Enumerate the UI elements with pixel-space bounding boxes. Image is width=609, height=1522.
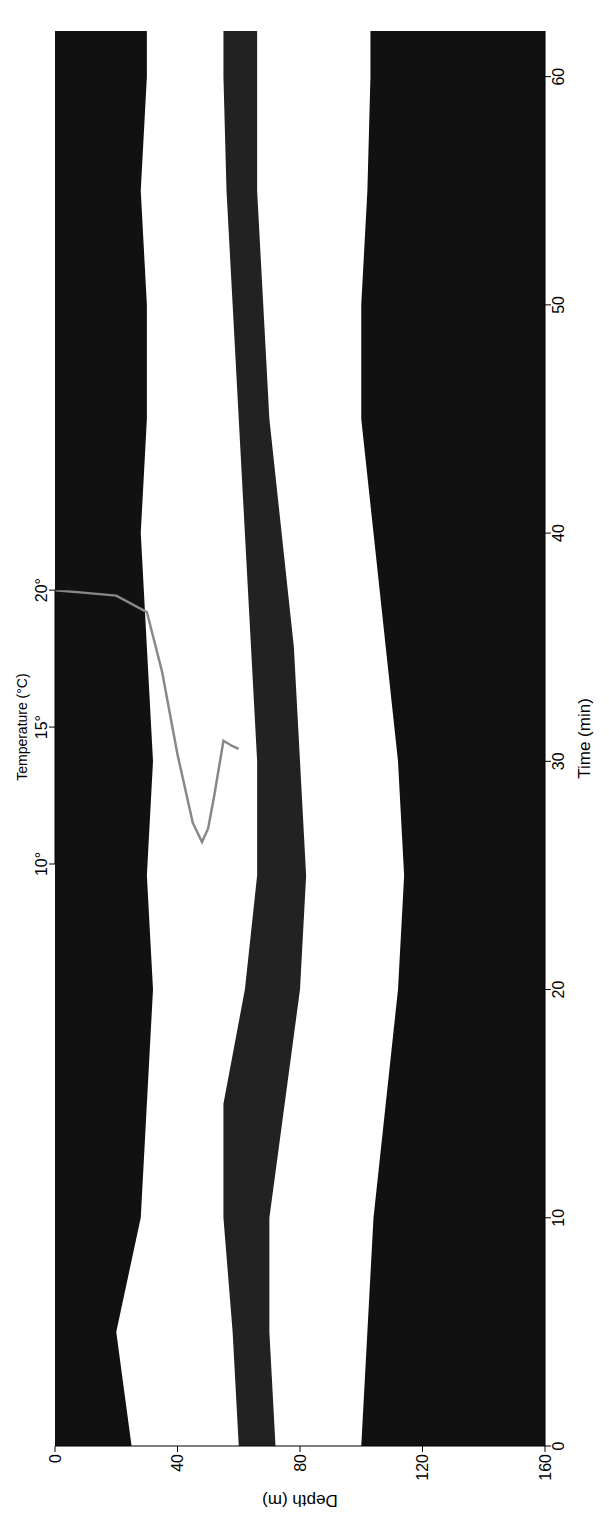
svg-text:Time (min): Time (min) bbox=[575, 698, 594, 779]
svg-text:120: 120 bbox=[414, 1454, 431, 1481]
svg-text:10: 10 bbox=[550, 1209, 567, 1227]
svg-text:40: 40 bbox=[550, 524, 567, 542]
svg-text:10°: 10° bbox=[33, 852, 50, 876]
svg-text:20°: 20° bbox=[33, 578, 50, 602]
svg-text:60: 60 bbox=[550, 68, 567, 86]
svg-text:0: 0 bbox=[550, 1441, 567, 1450]
svg-text:50: 50 bbox=[550, 296, 567, 314]
svg-text:Temperature (°C): Temperature (°C) bbox=[14, 673, 30, 780]
svg-text:20: 20 bbox=[550, 981, 567, 999]
svg-text:30: 30 bbox=[550, 752, 567, 770]
svg-text:40: 40 bbox=[169, 1454, 186, 1472]
svg-text:0: 0 bbox=[47, 1454, 64, 1463]
svg-text:160: 160 bbox=[537, 1454, 554, 1481]
svg-text:80: 80 bbox=[292, 1454, 309, 1472]
svg-text:Depth (m): Depth (m) bbox=[262, 1491, 338, 1510]
svg-text:15°: 15° bbox=[33, 715, 50, 739]
